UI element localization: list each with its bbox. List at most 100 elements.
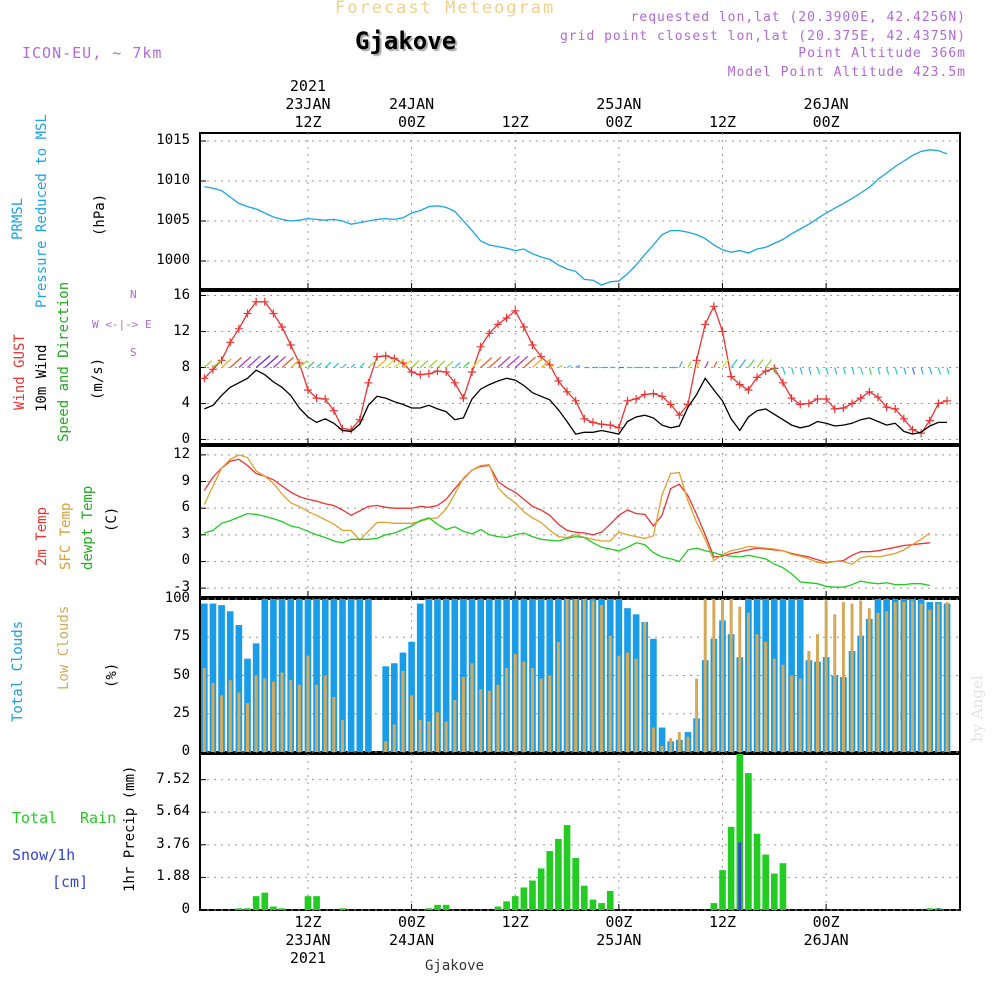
low-cloud-bar (418, 719, 422, 752)
rain-bar (494, 906, 502, 910)
low-cloud-bar (772, 658, 776, 752)
y-tick-label: 0 (181, 552, 190, 569)
location-title: Gjakove (355, 27, 457, 55)
gust-marker (943, 396, 952, 405)
rain-bar (520, 887, 528, 910)
total-cloud-bar (235, 625, 243, 752)
rain-bar (546, 851, 554, 910)
total-cloud-bar (477, 599, 484, 752)
panel-frame-4 (199, 753, 961, 911)
y-tick-label: 12 (173, 322, 190, 339)
total-cloud-bar (494, 599, 502, 752)
legend-cm: [cm] (52, 873, 89, 891)
wind-direction-arrow (722, 359, 729, 368)
total-cloud-bar (339, 599, 346, 752)
rain-bar (434, 904, 441, 910)
low-cloud-bar (522, 661, 526, 752)
low-cloud-bar (470, 663, 474, 752)
wind-direction-arrow (816, 367, 821, 375)
rain-bar (926, 908, 934, 910)
total-cloud-bar (658, 727, 666, 752)
sfc-temp-line (203, 454, 931, 565)
gust-marker (511, 306, 520, 315)
low-cloud-bar (487, 690, 491, 752)
total-cloud-bar (218, 605, 225, 752)
gust-marker (753, 373, 762, 382)
low-cloud-bar (401, 670, 405, 752)
wind-direction-arrow (316, 362, 323, 368)
wind-direction-arrow (825, 367, 829, 375)
time-label-bottom: 12Z (294, 913, 322, 931)
low-cloud-bar (392, 724, 396, 752)
gust-marker (934, 399, 943, 408)
low-cloud-bar (651, 727, 655, 752)
total-cloud-bar (313, 599, 320, 752)
wind-direction-arrow (488, 356, 502, 368)
low-cloud-bar (582, 599, 586, 752)
total-cloud-bar (451, 599, 459, 752)
gust-marker (407, 368, 416, 376)
low-cloud-bar (781, 664, 785, 752)
total-cloud-bar (796, 599, 804, 752)
time-label-top: 2021 (289, 77, 327, 95)
rain-bar (736, 754, 744, 910)
wind-direction-arrow (324, 361, 332, 368)
low-cloud-bar (885, 611, 889, 752)
gust-marker (260, 297, 269, 306)
snow-bar (738, 842, 742, 910)
low-cloud-bar (315, 684, 319, 752)
low-cloud-bar (505, 667, 509, 752)
y-tick-label: 12 (173, 445, 190, 462)
wind-direction-arrow (532, 357, 544, 368)
gust-line (203, 301, 948, 435)
gust-marker (519, 323, 528, 331)
low-cloud-bar (816, 634, 819, 752)
total-cloud-bar (425, 599, 433, 752)
chart-title: Forecast Meteogram (335, 0, 556, 18)
gust-marker (925, 416, 934, 425)
total-cloud-bar (442, 599, 450, 752)
low-cloud-bar (410, 695, 414, 752)
wind-direction-arrow (463, 361, 470, 368)
gust-marker (563, 387, 572, 396)
point-altitude: Point Altitude 366m (798, 46, 966, 61)
low-cloud-bar (531, 667, 534, 752)
rain-bar (598, 903, 605, 910)
wind-direction-arrow (558, 364, 563, 369)
gust-marker (623, 396, 632, 405)
y-tick-label: 5.64 (156, 803, 190, 820)
gust-marker (364, 378, 373, 387)
compass-n: N (130, 288, 137, 301)
time-label-top: 00Z (398, 113, 426, 131)
wind-direction-arrow (523, 356, 536, 368)
gust-marker (778, 378, 787, 387)
time-label-bottom: 00Z (812, 913, 840, 931)
low-cloud-bar (246, 703, 249, 752)
wind-direction-arrow (247, 355, 261, 368)
rain-bar (719, 870, 726, 910)
wind-direction-arrow (445, 360, 454, 368)
rain-bar (753, 833, 761, 910)
low-cloud-bar (859, 600, 863, 752)
low-cloud-bar (738, 606, 742, 752)
wind-direction-arrow (273, 356, 287, 368)
low-cloud-bar (703, 599, 707, 752)
low-cloud-bar (764, 641, 768, 752)
low-cloud-bar (237, 692, 241, 752)
rain-bar (270, 906, 277, 910)
wind-direction-arrow (359, 362, 365, 368)
time-label-bottom: 24JAN (389, 931, 435, 949)
gust-marker (718, 327, 727, 336)
wind-direction-arrow (281, 356, 294, 368)
time-label-bottom: 23JAN (285, 931, 331, 949)
rain-bar (762, 854, 769, 910)
low-cloud-bar (798, 678, 802, 752)
total-cloud-bar (486, 599, 493, 752)
low-cloud-bar (496, 684, 500, 752)
low-cloud-bar (539, 678, 543, 752)
wind-direction-arrow (419, 360, 429, 368)
low-cloud-bar (228, 680, 232, 752)
wind-direction-arrow (877, 367, 881, 375)
low-cloud-bar (729, 599, 733, 752)
